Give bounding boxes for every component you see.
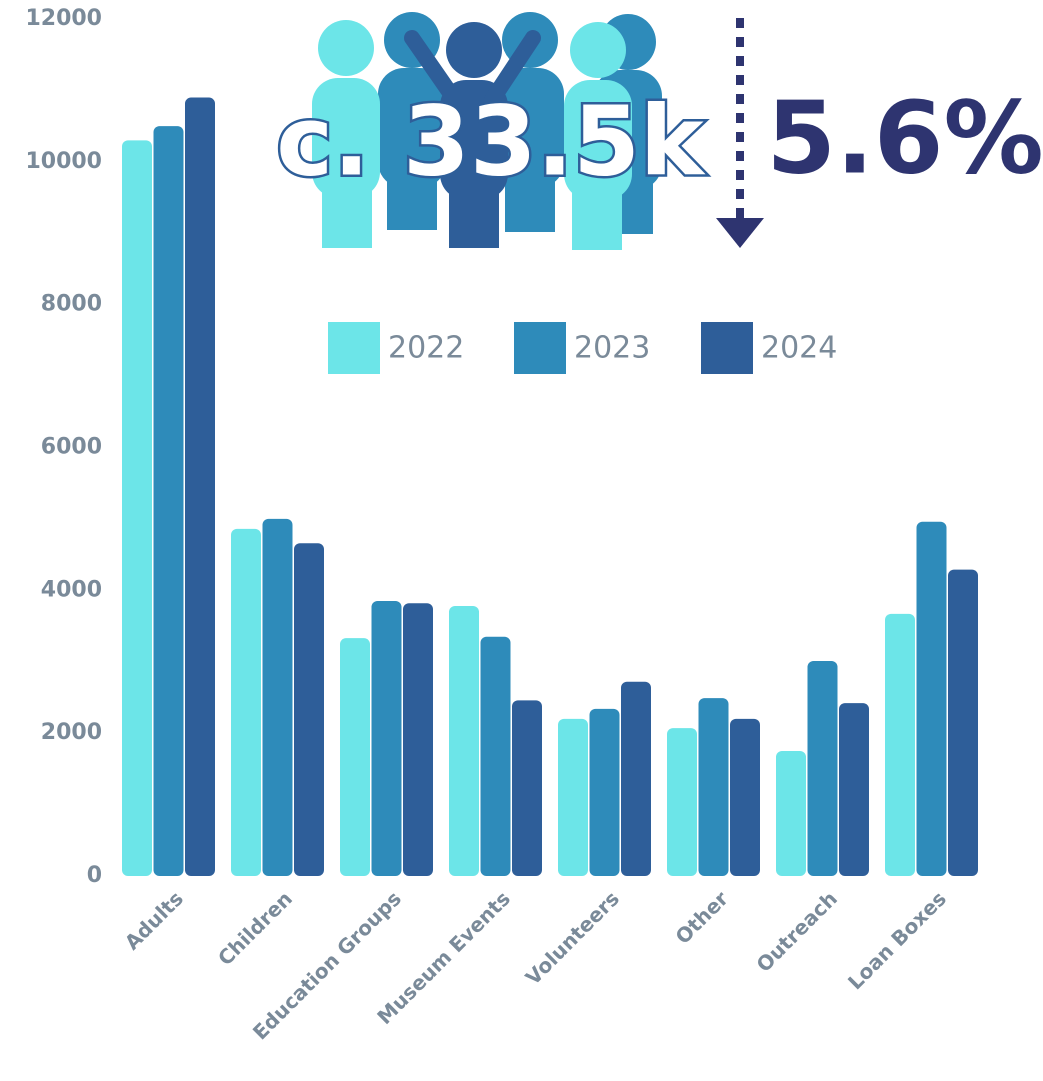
y-tick-label: 0 <box>87 863 102 888</box>
y-tick-label: 8000 <box>41 292 102 317</box>
bar <box>730 718 760 876</box>
x-tick-label: Children <box>213 886 297 970</box>
bar <box>403 603 433 876</box>
bar <box>558 718 588 876</box>
change-annotation: 5.6% <box>766 79 1043 196</box>
bar <box>512 700 542 876</box>
bar <box>371 601 402 876</box>
bar <box>340 638 370 876</box>
y-tick-label: 10000 <box>25 149 102 174</box>
legend-label: 2023 <box>574 331 650 366</box>
bar <box>262 518 293 876</box>
bar <box>449 606 479 876</box>
legend-swatch <box>514 322 566 374</box>
legend-swatch <box>701 322 753 374</box>
bar <box>231 528 261 876</box>
y-tick-label: 4000 <box>41 577 102 602</box>
arrow-head <box>716 218 764 248</box>
bar <box>480 636 511 876</box>
bar <box>776 751 806 876</box>
total-annotation: c. 33.5k <box>276 85 706 197</box>
legend-label: 2024 <box>761 331 837 366</box>
legend-swatch <box>328 322 380 374</box>
legend-label: 2022 <box>388 331 464 366</box>
x-tick-label: Volunteers <box>521 886 624 989</box>
bar <box>153 126 184 876</box>
bar <box>698 698 729 876</box>
bar <box>948 569 978 876</box>
x-tick-label: Adults <box>120 886 188 954</box>
bar <box>916 521 947 876</box>
bar <box>294 543 324 876</box>
y-tick-label: 2000 <box>41 720 102 745</box>
bar <box>122 140 152 877</box>
y-tick-label: 12000 <box>25 6 102 31</box>
bar <box>807 661 838 876</box>
x-tick-label: Outreach <box>752 886 842 976</box>
bar <box>885 613 915 876</box>
bar <box>185 97 215 876</box>
y-tick-label: 6000 <box>41 435 102 460</box>
bar <box>621 681 651 876</box>
x-tick-label: Other <box>671 886 733 948</box>
bar <box>589 708 620 876</box>
x-tick-label: Loan Boxes <box>843 886 951 994</box>
bar <box>667 728 697 876</box>
bar <box>839 703 869 876</box>
people-icon-group <box>312 12 662 250</box>
